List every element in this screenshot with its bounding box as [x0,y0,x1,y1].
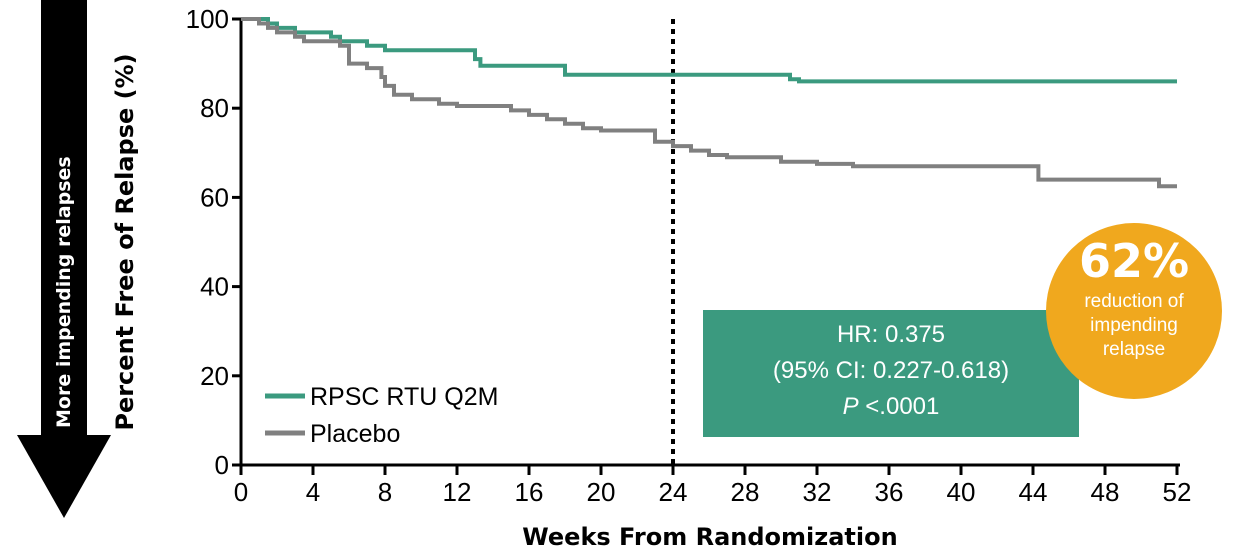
x-tick-label: 28 [731,477,760,507]
side-arrow-shaft [41,0,87,435]
legend-label-rpsc-rtu-q2m: RPSC RTU Q2M [310,383,498,411]
y-tick-label: 20 [200,361,229,391]
x-tick-label: 20 [587,477,616,507]
x-ticks: 0 4 8 12 16 20 24 28 32 36 40 44 48 52 [234,465,1192,507]
y-tick-label: 0 [215,450,229,480]
side-arrow-label: More impending relapses [53,156,75,428]
x-tick-label: 0 [234,477,248,507]
side-arrow: More impending relapses [17,0,111,518]
x-tick-label: 44 [1019,477,1048,507]
legend-label-placebo: Placebo [310,420,400,448]
x-tick-label: 40 [947,477,976,507]
p-value-symbol: P [843,393,859,420]
y-axis-title: Percent Free of Relapse (%) [111,53,139,430]
legend: RPSC RTU Q2M Placebo [265,383,498,448]
reduction-badge: 62% reduction of impending relapse [1046,223,1222,399]
reduction-label-line-2: impending [1090,315,1178,336]
side-arrow-head [17,435,111,518]
p-value-number: <.0001 [859,393,940,420]
x-tick-label: 36 [875,477,904,507]
x-tick-label: 32 [803,477,832,507]
y-tick-label: 60 [200,182,229,212]
x-tick-label: 24 [659,477,688,507]
y-tick-label: 80 [200,93,229,123]
x-axis-title: Weeks From Randomization [522,523,897,551]
x-tick-label: 12 [443,477,472,507]
reduction-badge-circle [1046,223,1222,399]
x-tick-label: 52 [1163,477,1192,507]
hazard-ratio-text: HR: 0.375 [837,321,945,348]
x-tick-label: 16 [515,477,544,507]
p-value-text: P <.0001 [843,393,940,420]
x-tick-label: 8 [378,477,392,507]
confidence-interval-text: (95% CI: 0.227-0.618) [773,357,1009,384]
series-line-placebo [241,17,1177,189]
y-ticks: 0 20 40 60 80 100 [186,4,241,480]
x-tick-label: 48 [1091,477,1120,507]
hazard-ratio-box: HR: 0.375 (95% CI: 0.227-0.618) P <.0001 [703,310,1079,437]
y-tick-label: 100 [186,4,229,34]
reduction-label-line-1: reduction of [1084,291,1184,312]
reduction-label-line-3: relapse [1103,339,1165,360]
series-line-rpsc-rtu-q2m [241,17,1177,84]
reduction-percent: 62% [1079,234,1189,288]
x-tick-label: 4 [306,477,320,507]
hazard-ratio-box-bg [703,310,1079,437]
y-tick-label: 40 [200,272,229,302]
